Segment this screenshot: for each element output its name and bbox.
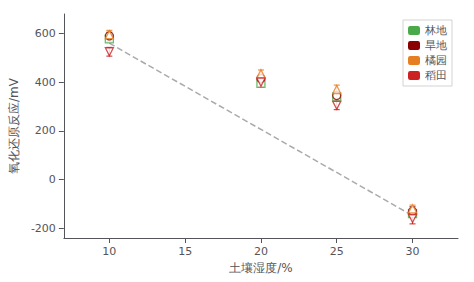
svg-text:10: 10 bbox=[102, 245, 116, 258]
svg-text:橘园: 橘园 bbox=[425, 54, 447, 67]
svg-text:-200: -200 bbox=[31, 222, 56, 235]
svg-text:土壤湿度/%: 土壤湿度/% bbox=[229, 261, 292, 275]
svg-text:20: 20 bbox=[254, 245, 268, 258]
svg-text:25: 25 bbox=[330, 245, 344, 258]
svg-text:旱地: 旱地 bbox=[425, 39, 447, 52]
svg-text:600: 600 bbox=[35, 27, 56, 40]
svg-text:15: 15 bbox=[178, 245, 192, 258]
svg-text:氧化还原反应/mV: 氧化还原反应/mV bbox=[7, 77, 21, 174]
svg-text:400: 400 bbox=[35, 76, 56, 89]
svg-text:200: 200 bbox=[35, 124, 56, 137]
svg-text:30: 30 bbox=[406, 245, 420, 258]
svg-text:稻田: 稻田 bbox=[425, 69, 447, 82]
svg-text:林地: 林地 bbox=[424, 24, 447, 37]
svg-text:0: 0 bbox=[49, 173, 56, 186]
